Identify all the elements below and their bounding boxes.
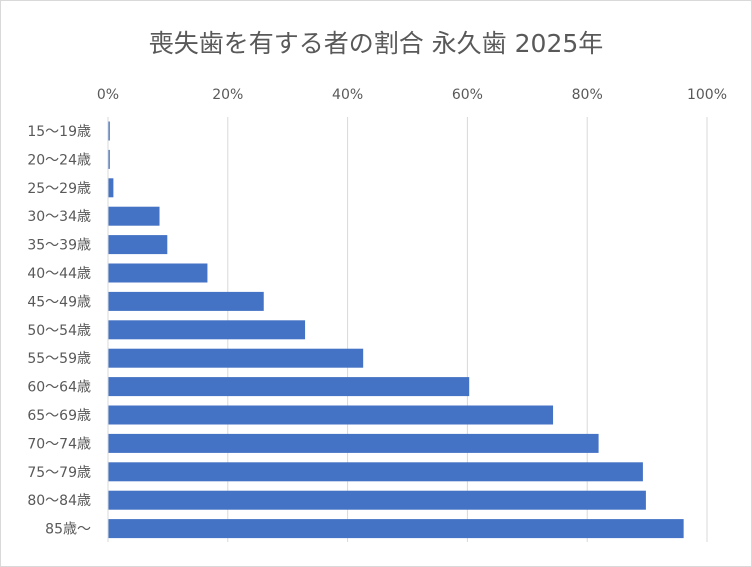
bar: [108, 405, 554, 425]
category-label: 85歳～: [45, 522, 91, 538]
category-label: 30～34歳: [27, 209, 91, 225]
x-tick-label: 60%: [452, 87, 483, 103]
bar: [108, 377, 470, 397]
category-label: 25～29歳: [27, 181, 91, 197]
bar: [108, 206, 160, 226]
category-label: 45～49歳: [27, 294, 91, 310]
category-label: 80～84歳: [27, 493, 91, 509]
x-tick-label: 100%: [687, 87, 727, 103]
bar: [108, 490, 646, 510]
category-label: 50～54歳: [27, 323, 91, 339]
category-label: 70～74歳: [27, 436, 91, 452]
bar: [108, 433, 599, 453]
category-label: 15～19歳: [27, 124, 91, 140]
category-label: 60～64歳: [27, 380, 91, 396]
bar: [108, 178, 114, 198]
category-label: 55～59歳: [27, 351, 91, 367]
x-tick-label: 0%: [97, 87, 119, 103]
chart-title: 喪失歯を有する者の割合 永久歯 2025年: [148, 29, 604, 58]
bar: [108, 462, 643, 482]
bar: [108, 121, 110, 141]
bar: [108, 519, 684, 539]
category-label: 65～69歳: [27, 408, 91, 424]
bar: [108, 235, 168, 255]
x-tick-label: 20%: [212, 87, 243, 103]
bar: [108, 348, 364, 368]
bar: [108, 320, 306, 340]
x-tick-label: 80%: [572, 87, 603, 103]
category-label: 75～79歳: [27, 465, 91, 481]
category-label: 35～39歳: [27, 238, 91, 254]
x-tick-label: 40%: [332, 87, 363, 103]
bar: [108, 149, 110, 169]
category-label: 40～44歳: [27, 266, 91, 282]
category-label: 20～24歳: [27, 152, 91, 168]
bar: [108, 263, 208, 283]
bar: [108, 291, 264, 311]
